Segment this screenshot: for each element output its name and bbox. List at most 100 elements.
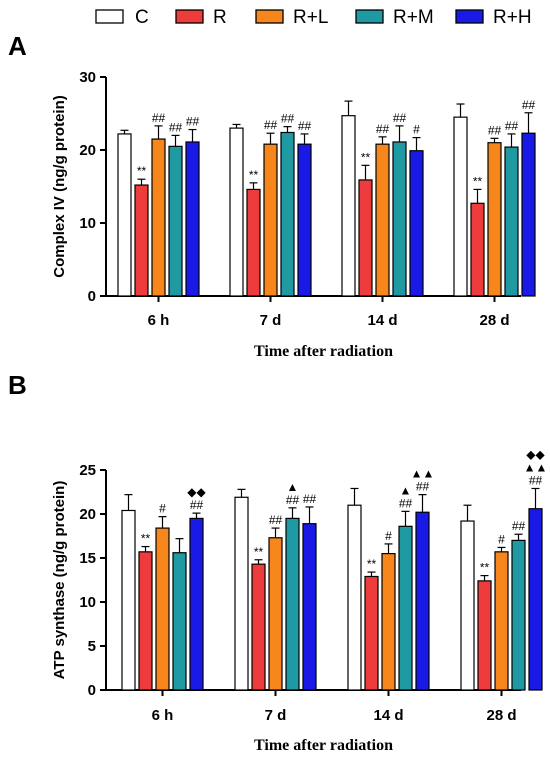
bar-r-plus-l-14-d [375, 143, 390, 297]
bar-r-plus-l-7-d [263, 143, 278, 297]
significance-label: ## [298, 119, 312, 133]
x-tick-label: 7 d [260, 312, 282, 329]
significance-label: ## [529, 473, 543, 487]
bar-r-plus-m-14-d [398, 525, 413, 691]
legend-label-r-plus-h: R+H [493, 7, 532, 28]
significance-label: # [413, 123, 420, 137]
legend-swatch-r-plus-m [355, 9, 384, 24]
significance-label: ** [249, 168, 259, 182]
bar-r-28-d [477, 580, 492, 691]
significance-label: ** [473, 174, 483, 188]
significance-label: ## [376, 122, 390, 136]
bar-r-6-h [134, 184, 149, 297]
bar-r-plus-m-28-d [511, 539, 526, 691]
significance-label: ## [264, 118, 278, 132]
bar-c-28-d [460, 520, 475, 691]
significance-label: # [498, 532, 505, 546]
bar-r-7-d [246, 188, 261, 297]
x-tick-label: 14 d [367, 312, 397, 329]
significance-label: ** [254, 545, 264, 559]
bar-c-14-d [341, 115, 356, 297]
significance-label: ## [186, 115, 200, 129]
y-tick-label: 5 [88, 638, 96, 655]
bar-c-14-d [347, 504, 362, 691]
bar-c-28-d [453, 116, 468, 297]
legend-swatch-c [95, 9, 124, 24]
legend-label-r: R [213, 7, 227, 28]
significance-label: ** [480, 561, 490, 575]
x-tick-label: 14 d [373, 707, 403, 724]
significance-label: ## [303, 492, 317, 506]
significance-label: ** [367, 557, 377, 571]
panel-letter: B [8, 370, 27, 400]
y-axis-label: ATP synthase (ng/g protein) [51, 481, 68, 680]
significance-label: ## [416, 480, 430, 494]
bar-r-plus-m-7-d [285, 517, 300, 691]
bar-r-plus-l-14-d [381, 552, 396, 691]
bar-r-plus-l-28-d [494, 551, 509, 691]
significance-label: ## [286, 493, 300, 507]
bar-r-plus-h-14-d [415, 511, 430, 691]
bar-r-14-d [364, 575, 379, 691]
bar-r-6-h [138, 551, 153, 691]
legend-swatch-r [175, 9, 204, 24]
significance-label: ## [269, 513, 283, 527]
panel-letter: A [8, 31, 27, 61]
x-axis-label: Time after radiation [254, 343, 393, 360]
significance-label: ** [137, 164, 147, 178]
significance-label: ## [281, 112, 295, 126]
significance-label: ◆◆ [526, 447, 545, 461]
y-tick-label: 25 [79, 462, 96, 479]
significance-label: ▲ [400, 483, 412, 497]
bar-r-7-d [251, 563, 266, 691]
bar-r-plus-m-6-h [168, 145, 183, 297]
panel-b-atp-synthase-chart: B 0 5 10 15 20 25 ATP synthase (ng/g protein) Ti… [8, 370, 547, 754]
bar-r-plus-l-6-h [155, 527, 170, 691]
bar-r-plus-l-28-d [487, 142, 502, 297]
significance-label: ◆◆ [187, 485, 206, 499]
legend-label-c: C [135, 7, 149, 28]
significance-label: ## [512, 519, 526, 533]
bar-r-plus-l-7-d [268, 537, 283, 691]
legend-swatch-r-plus-h [455, 9, 484, 24]
y-axis-label: Complex IV (ng/g protein) [51, 95, 68, 278]
significance-label: ## [393, 111, 407, 125]
bar-r-plus-h-14-d [409, 150, 424, 297]
bar-r-plus-h-7-d [302, 523, 317, 691]
bar-r-plus-m-6-h [172, 552, 187, 691]
bar-r-plus-h-6-h [189, 517, 204, 691]
bar-c-6-h [117, 133, 132, 297]
x-tick-label: 6 h [152, 707, 174, 724]
bar-c-7-d [234, 496, 249, 691]
bar-r-plus-l-6-h [151, 138, 166, 297]
significance-label: ## [522, 98, 536, 112]
legend-swatch-r-plus-l [255, 9, 284, 24]
significance-label: ▲ [287, 480, 299, 494]
x-axis-label: Time after radiation [254, 737, 393, 754]
significance-label: ▲▲ [411, 467, 435, 481]
panel-a-complex-iv-chart: A 0 10 20 30 Complex IV (ng/g protein) Time af… [8, 31, 536, 360]
bar-r-plus-m-28-d [504, 146, 519, 297]
legend-label-r-plus-l: R+L [293, 7, 328, 28]
significance-label: # [385, 529, 392, 543]
significance-label: ** [361, 150, 371, 164]
y-tick-label: 10 [79, 594, 96, 611]
significance-label: ## [399, 496, 413, 510]
significance-label: ** [141, 532, 151, 546]
legend: C R R+L R+M R+H [95, 7, 532, 28]
bar-r-plus-h-6-h [185, 141, 200, 297]
significance-label: ▲▲ [524, 460, 548, 474]
significance-label: ## [505, 119, 519, 133]
y-tick-label: 20 [79, 506, 96, 523]
y-tick-label: 15 [79, 550, 96, 567]
bar-r-14-d [358, 179, 373, 297]
significance-label: ## [169, 120, 183, 134]
y-tick-label: 10 [79, 215, 96, 232]
significance-label: ## [488, 123, 502, 137]
bar-r-plus-m-7-d [280, 131, 295, 297]
significance-label: # [159, 502, 166, 516]
significance-label: ## [152, 111, 166, 125]
y-tick-label: 0 [88, 288, 96, 305]
x-tick-label: 7 d [265, 707, 287, 724]
